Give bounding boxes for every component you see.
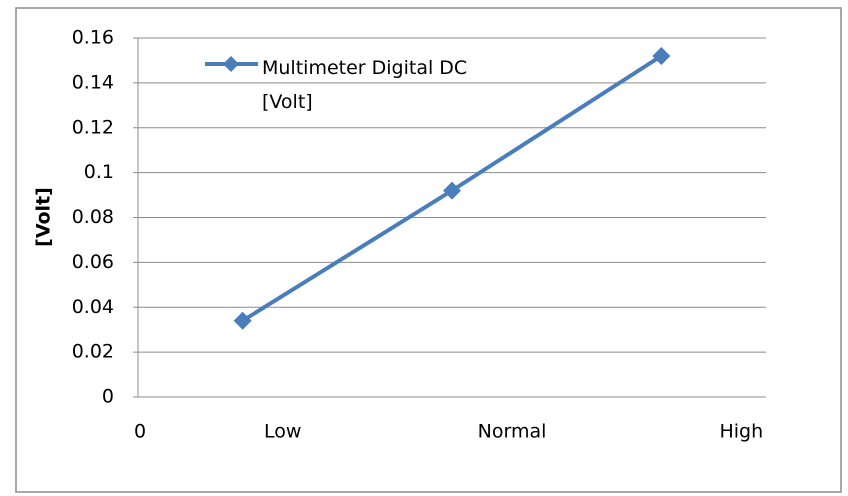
y-tick-label: 0.06 [72,251,114,273]
y-axis-title: [Volt] [33,187,55,247]
y-tick-label: 0.02 [72,341,114,363]
y-tick-label: 0.14 [72,71,114,93]
y-tick-label: 0.12 [72,116,114,138]
chart-border [15,7,842,493]
x-tick-label: Normal [478,421,547,443]
legend-label: Multimeter Digital DC [Volt] [262,57,468,113]
y-tick-label: 0.1 [84,161,114,183]
y-tick-label: 0 [102,386,114,408]
x-axis-start-label: 0 [134,421,146,443]
y-tick-label: 0.04 [72,296,114,318]
x-tick-label: High [719,421,763,443]
x-tick-label: Low [264,421,301,443]
y-tick-label: 0.08 [72,206,114,228]
data-point [233,311,252,330]
data-point [652,46,671,65]
y-tick-label: 0.16 [72,27,114,49]
data-point [443,181,461,200]
legend-marker [223,56,239,72]
